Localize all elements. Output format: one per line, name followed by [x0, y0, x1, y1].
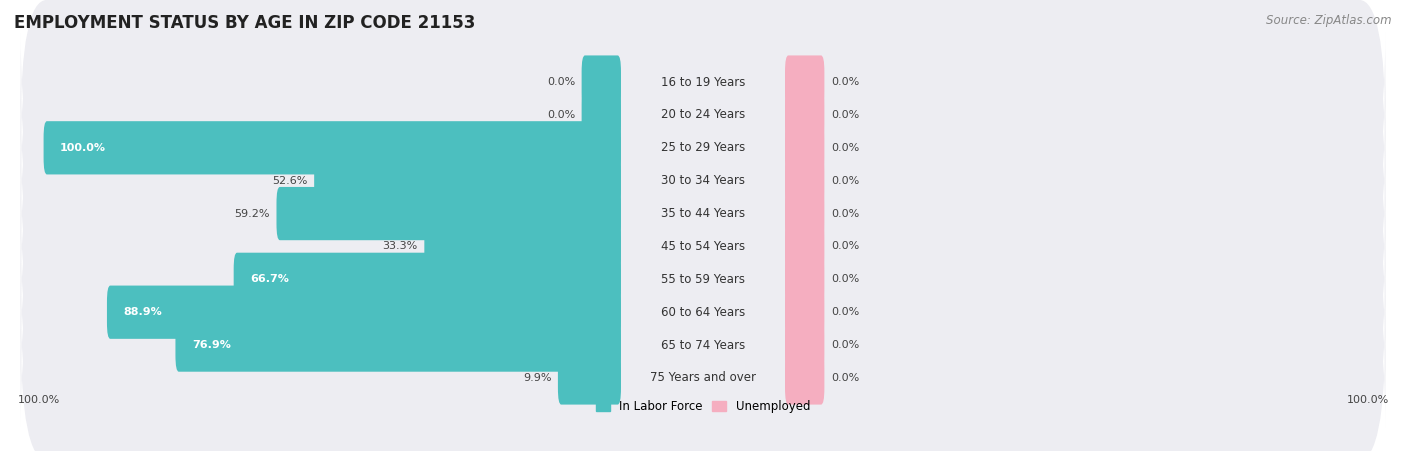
- FancyBboxPatch shape: [785, 121, 824, 175]
- FancyBboxPatch shape: [21, 164, 1385, 329]
- FancyBboxPatch shape: [582, 55, 621, 109]
- Text: 0.0%: 0.0%: [547, 77, 575, 87]
- FancyBboxPatch shape: [785, 253, 824, 306]
- Text: 0.0%: 0.0%: [831, 176, 859, 186]
- FancyBboxPatch shape: [21, 296, 1385, 451]
- Text: 76.9%: 76.9%: [191, 340, 231, 350]
- FancyBboxPatch shape: [21, 98, 1385, 263]
- Text: 75 Years and over: 75 Years and over: [650, 372, 756, 384]
- Text: Source: ZipAtlas.com: Source: ZipAtlas.com: [1267, 14, 1392, 27]
- Text: 0.0%: 0.0%: [831, 110, 859, 120]
- Text: 0.0%: 0.0%: [831, 274, 859, 284]
- FancyBboxPatch shape: [21, 131, 1385, 296]
- Text: 0.0%: 0.0%: [831, 307, 859, 317]
- FancyBboxPatch shape: [277, 187, 621, 240]
- FancyBboxPatch shape: [582, 88, 621, 142]
- FancyBboxPatch shape: [21, 0, 1385, 164]
- Text: 33.3%: 33.3%: [382, 241, 418, 252]
- Text: 0.0%: 0.0%: [831, 373, 859, 383]
- Legend: In Labor Force, Unemployed: In Labor Force, Unemployed: [591, 395, 815, 418]
- Text: 66.7%: 66.7%: [250, 274, 290, 284]
- Text: 55 to 59 Years: 55 to 59 Years: [661, 273, 745, 286]
- FancyBboxPatch shape: [233, 253, 621, 306]
- FancyBboxPatch shape: [21, 33, 1385, 197]
- Text: EMPLOYMENT STATUS BY AGE IN ZIP CODE 21153: EMPLOYMENT STATUS BY AGE IN ZIP CODE 211…: [14, 14, 475, 32]
- FancyBboxPatch shape: [785, 285, 824, 339]
- Text: 25 to 29 Years: 25 to 29 Years: [661, 141, 745, 154]
- FancyBboxPatch shape: [558, 351, 621, 405]
- Text: 0.0%: 0.0%: [547, 110, 575, 120]
- Text: 0.0%: 0.0%: [831, 241, 859, 252]
- Text: 52.6%: 52.6%: [273, 176, 308, 186]
- Text: 100.0%: 100.0%: [17, 395, 59, 405]
- Text: 35 to 44 Years: 35 to 44 Years: [661, 207, 745, 220]
- Text: 20 to 24 Years: 20 to 24 Years: [661, 108, 745, 121]
- FancyBboxPatch shape: [785, 220, 824, 273]
- FancyBboxPatch shape: [21, 197, 1385, 362]
- Text: 60 to 64 Years: 60 to 64 Years: [661, 306, 745, 319]
- FancyBboxPatch shape: [107, 285, 621, 339]
- FancyBboxPatch shape: [785, 55, 824, 109]
- FancyBboxPatch shape: [425, 220, 621, 273]
- FancyBboxPatch shape: [176, 318, 621, 372]
- Text: 0.0%: 0.0%: [831, 143, 859, 153]
- Text: 45 to 54 Years: 45 to 54 Years: [661, 240, 745, 253]
- Text: 0.0%: 0.0%: [831, 77, 859, 87]
- Text: 30 to 34 Years: 30 to 34 Years: [661, 174, 745, 187]
- Text: 100.0%: 100.0%: [60, 143, 105, 153]
- Text: 16 to 19 Years: 16 to 19 Years: [661, 76, 745, 88]
- FancyBboxPatch shape: [21, 66, 1385, 230]
- Text: 0.0%: 0.0%: [831, 340, 859, 350]
- FancyBboxPatch shape: [785, 187, 824, 240]
- FancyBboxPatch shape: [44, 121, 621, 175]
- Text: 100.0%: 100.0%: [1347, 395, 1389, 405]
- Text: 59.2%: 59.2%: [235, 208, 270, 219]
- Text: 88.9%: 88.9%: [124, 307, 162, 317]
- FancyBboxPatch shape: [785, 351, 824, 405]
- FancyBboxPatch shape: [785, 88, 824, 142]
- FancyBboxPatch shape: [21, 263, 1385, 427]
- Text: 9.9%: 9.9%: [523, 373, 551, 383]
- Text: 65 to 74 Years: 65 to 74 Years: [661, 339, 745, 352]
- Text: 0.0%: 0.0%: [831, 208, 859, 219]
- FancyBboxPatch shape: [21, 230, 1385, 394]
- FancyBboxPatch shape: [314, 154, 621, 207]
- FancyBboxPatch shape: [785, 154, 824, 207]
- FancyBboxPatch shape: [785, 318, 824, 372]
